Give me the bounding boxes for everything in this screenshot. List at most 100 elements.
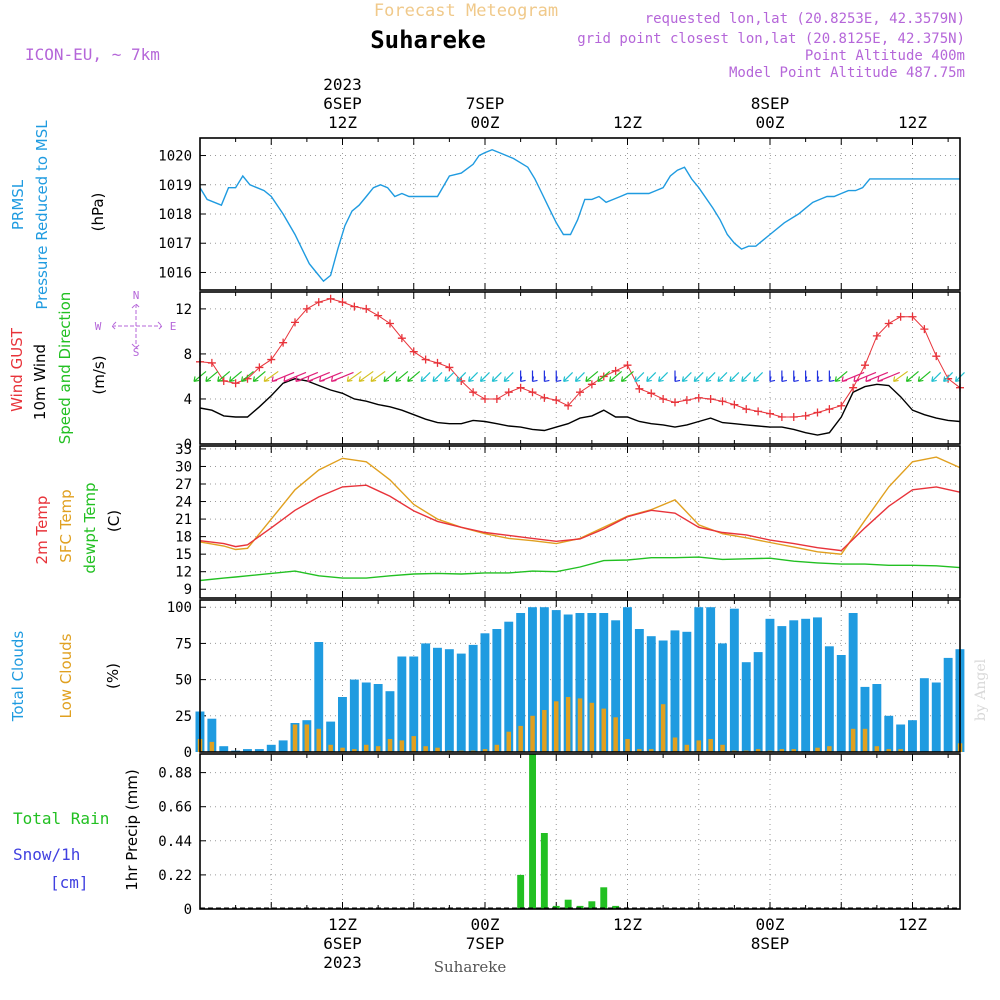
panel-axis-label: 1hr Precip (mm): [123, 769, 141, 890]
low-clouds-bar: [304, 724, 310, 752]
total-clouds-bar: [587, 613, 597, 752]
wind-direction-arrow: [395, 370, 409, 383]
gust-marker: [374, 311, 383, 320]
gust-marker: [861, 361, 869, 370]
wind-direction-arrow: [555, 370, 562, 383]
time-axis-label: 12Z: [613, 113, 642, 132]
low-clouds-bar: [862, 728, 868, 752]
low-clouds-bar: [494, 744, 500, 752]
panel-axis-label: dewpt Temp: [81, 482, 99, 573]
panel-axis-label: Total Clouds: [9, 631, 27, 723]
low-clouds-bar: [554, 701, 559, 752]
temp-ytick-label: 30: [175, 459, 192, 475]
clouds-panel-frame: [199, 599, 961, 753]
pressure-ytick-label: 1019: [158, 178, 192, 194]
low-clouds-bar: [672, 737, 678, 752]
panel-axis-label: (%): [104, 663, 122, 689]
gust-marker: [564, 401, 573, 410]
wind-ytick-label: 12: [175, 302, 192, 318]
wind-compass: N S W E: [95, 289, 177, 359]
low-clouds-bar: [898, 749, 903, 752]
total-clouds-bar: [278, 740, 288, 752]
time-axis-label: 2023: [323, 75, 362, 94]
gust-marker: [872, 331, 881, 340]
clouds-ytick-label: 75: [175, 636, 192, 652]
low-clouds-bar: [649, 749, 654, 752]
total-clouds-bar: [908, 720, 917, 752]
low-clouds-bar: [589, 702, 595, 752]
gust-marker: [267, 355, 276, 364]
gust-marker: [433, 358, 442, 367]
wind-direction-arrow: [358, 370, 374, 383]
wind-direction-arrow: [841, 371, 865, 383]
wind-direction-arrow: [753, 372, 764, 383]
precip-panel: 0 0.22 0.44 0.66 0.88: [158, 753, 961, 918]
gust-marker: [849, 383, 858, 392]
point-altitude: Point Altitude 400m: [805, 48, 965, 64]
temp-ytick-label: 33: [175, 442, 192, 458]
low-clouds-bar: [316, 728, 321, 752]
wind-direction-arrow: [330, 371, 354, 383]
total-clouds-bar: [729, 608, 739, 752]
wind-ytick-label: 4: [184, 392, 192, 408]
gust-marker: [896, 312, 905, 321]
wind-direction-arrow: [420, 372, 431, 383]
time-axis-label: 8SEP: [751, 934, 790, 953]
gust-marker: [445, 363, 454, 372]
time-axis-label: 12Z: [898, 113, 927, 132]
gust-marker: [279, 338, 288, 347]
wind-direction-arrow: [543, 370, 550, 383]
total-clouds-bar: [896, 724, 906, 752]
gust-marker: [671, 398, 679, 407]
total-clouds-bar: [611, 620, 621, 752]
low-clouds-bar: [411, 736, 416, 752]
time-axis-label: 6SEP: [323, 934, 362, 953]
total-clouds-bar: [646, 636, 656, 752]
gust-marker: [504, 388, 513, 397]
low-clouds-bar: [684, 744, 690, 752]
total-clouds-bar: [860, 686, 870, 752]
compass-east: E: [170, 320, 177, 333]
gust-marker: [350, 302, 359, 311]
time-axis-label: 8SEP: [751, 94, 790, 113]
total-clouds-bar: [765, 618, 775, 752]
temp-ytick-label: 21: [175, 512, 192, 528]
wind-direction-arrow: [717, 372, 728, 383]
panel-axis-label: 10m Wind: [31, 344, 49, 420]
low-clouds-bar: [577, 698, 583, 752]
low-clouds-bar: [850, 728, 856, 752]
precip-rain-label: Total Rain: [13, 809, 109, 828]
wind-direction-arrow: [252, 370, 266, 383]
gust-marker: [409, 347, 418, 356]
rain-bar: [564, 899, 572, 909]
low-clouds-bar: [779, 749, 785, 752]
gust-marker: [801, 411, 810, 420]
panel-axis-label: 2m Temp: [33, 496, 51, 565]
gust-marker: [314, 298, 323, 307]
rain-bar: [540, 833, 548, 909]
total-clouds-bar: [492, 629, 502, 752]
total-clouds-bar: [706, 607, 716, 752]
pressure-panel: 1016 1017 1018 1019 1020: [158, 137, 961, 291]
temp-panel-frame: [199, 445, 961, 599]
total-clouds-bar: [528, 607, 537, 752]
gust-marker: [231, 379, 240, 388]
gust-marker: [932, 352, 941, 361]
wind-direction-arrow: [943, 372, 954, 383]
pressure-panel-frame: [199, 137, 961, 291]
wind-direction-arrow: [893, 370, 908, 383]
gust-marker: [540, 393, 549, 402]
total-clouds-bar: [836, 655, 846, 752]
wind-panel-frame: [199, 291, 961, 445]
wind-direction-arrow: [828, 370, 835, 383]
total-clouds-bar: [753, 652, 763, 752]
low-clouds-bar: [637, 749, 642, 752]
time-axis-label: 7SEP: [466, 934, 505, 953]
requested-coords: requested lon,lat (20.8253E, 42.3579N): [645, 11, 965, 27]
total-clouds-bar: [575, 613, 585, 752]
gust-marker: [623, 361, 632, 370]
temp-ytick-label: 15: [175, 547, 192, 563]
total-clouds-bar: [314, 642, 324, 752]
gust-marker: [481, 394, 489, 403]
gust-marker: [611, 366, 620, 375]
